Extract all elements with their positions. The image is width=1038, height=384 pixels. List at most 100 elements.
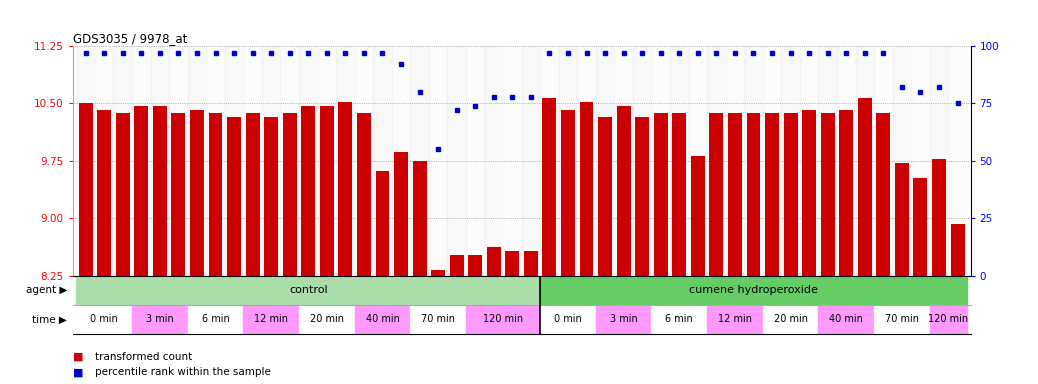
Bar xyxy=(558,46,577,276)
Bar xyxy=(98,109,111,276)
Bar xyxy=(190,109,203,276)
Bar xyxy=(301,106,316,276)
Bar xyxy=(765,113,778,276)
Text: 70 min: 70 min xyxy=(421,314,455,324)
Bar xyxy=(466,305,540,334)
Bar xyxy=(94,46,113,276)
Bar xyxy=(855,46,874,276)
Bar xyxy=(113,46,132,276)
Bar xyxy=(893,46,911,276)
Bar xyxy=(540,46,558,276)
Bar xyxy=(410,305,466,334)
Bar xyxy=(413,161,427,276)
Bar xyxy=(673,113,686,276)
Bar xyxy=(431,270,445,276)
Bar xyxy=(209,113,222,276)
Text: 20 min: 20 min xyxy=(309,314,344,324)
Bar xyxy=(503,46,522,276)
Bar xyxy=(77,305,132,334)
Bar xyxy=(506,251,519,276)
Bar xyxy=(543,98,556,276)
Bar xyxy=(744,46,763,276)
Text: 20 min: 20 min xyxy=(773,314,808,324)
Bar xyxy=(225,46,243,276)
Bar xyxy=(243,305,299,334)
Bar xyxy=(207,46,225,276)
Bar xyxy=(466,46,485,276)
Bar xyxy=(320,106,334,276)
Bar xyxy=(596,46,614,276)
Bar xyxy=(188,305,243,334)
Bar xyxy=(522,46,540,276)
Text: ■: ■ xyxy=(73,367,83,377)
Text: 40 min: 40 min xyxy=(829,314,864,324)
Bar xyxy=(932,159,946,276)
Bar xyxy=(598,117,612,276)
Text: GDS3035 / 9978_at: GDS3035 / 9978_at xyxy=(73,32,187,45)
Bar xyxy=(318,46,336,276)
Bar xyxy=(949,46,966,276)
Bar xyxy=(116,113,130,276)
Text: ■: ■ xyxy=(73,352,83,362)
Bar xyxy=(800,46,818,276)
Bar xyxy=(930,46,949,276)
Bar xyxy=(338,102,352,276)
Text: cumene hydroperoxide: cumene hydroperoxide xyxy=(689,285,818,295)
Bar xyxy=(468,255,483,276)
Bar xyxy=(429,46,447,276)
Bar xyxy=(540,305,596,334)
Bar xyxy=(652,305,707,334)
Bar xyxy=(336,46,355,276)
Bar xyxy=(487,247,500,276)
Text: 120 min: 120 min xyxy=(483,314,523,324)
Text: percentile rank within the sample: percentile rank within the sample xyxy=(95,367,271,377)
Bar xyxy=(449,255,464,276)
Text: 0 min: 0 min xyxy=(90,314,118,324)
Bar xyxy=(635,117,649,276)
Bar xyxy=(857,98,872,276)
Bar xyxy=(763,305,818,334)
Bar xyxy=(951,224,964,276)
Bar xyxy=(782,46,800,276)
Bar xyxy=(485,46,503,276)
Bar xyxy=(391,46,410,276)
Bar xyxy=(77,46,94,276)
Bar xyxy=(596,305,652,334)
Bar xyxy=(707,46,726,276)
Bar xyxy=(77,276,540,305)
Text: 12 min: 12 min xyxy=(718,314,752,324)
Bar xyxy=(688,46,707,276)
Bar xyxy=(299,46,318,276)
Bar xyxy=(355,46,374,276)
Bar xyxy=(132,305,188,334)
Text: 3 min: 3 min xyxy=(609,314,637,324)
Bar xyxy=(726,46,744,276)
Bar xyxy=(280,46,299,276)
Bar xyxy=(802,109,816,276)
Bar xyxy=(617,106,630,276)
Text: transformed count: transformed count xyxy=(95,352,193,362)
Bar xyxy=(299,305,355,334)
Bar xyxy=(394,152,408,276)
Bar xyxy=(728,113,742,276)
Bar xyxy=(262,46,280,276)
Bar xyxy=(874,305,930,334)
Bar xyxy=(374,46,391,276)
Bar xyxy=(746,113,761,276)
Text: 3 min: 3 min xyxy=(146,314,173,324)
Bar xyxy=(171,113,186,276)
Bar xyxy=(357,113,371,276)
Bar xyxy=(151,46,169,276)
Text: 6 min: 6 min xyxy=(201,314,229,324)
Bar xyxy=(246,113,260,276)
Bar xyxy=(447,46,466,276)
Text: 0 min: 0 min xyxy=(554,314,582,324)
Bar xyxy=(874,46,893,276)
Bar xyxy=(243,46,262,276)
Text: agent ▶: agent ▶ xyxy=(26,285,67,295)
Bar xyxy=(913,179,927,276)
Bar xyxy=(818,305,874,334)
Bar xyxy=(652,46,670,276)
Text: 6 min: 6 min xyxy=(665,314,693,324)
Bar xyxy=(561,109,575,276)
